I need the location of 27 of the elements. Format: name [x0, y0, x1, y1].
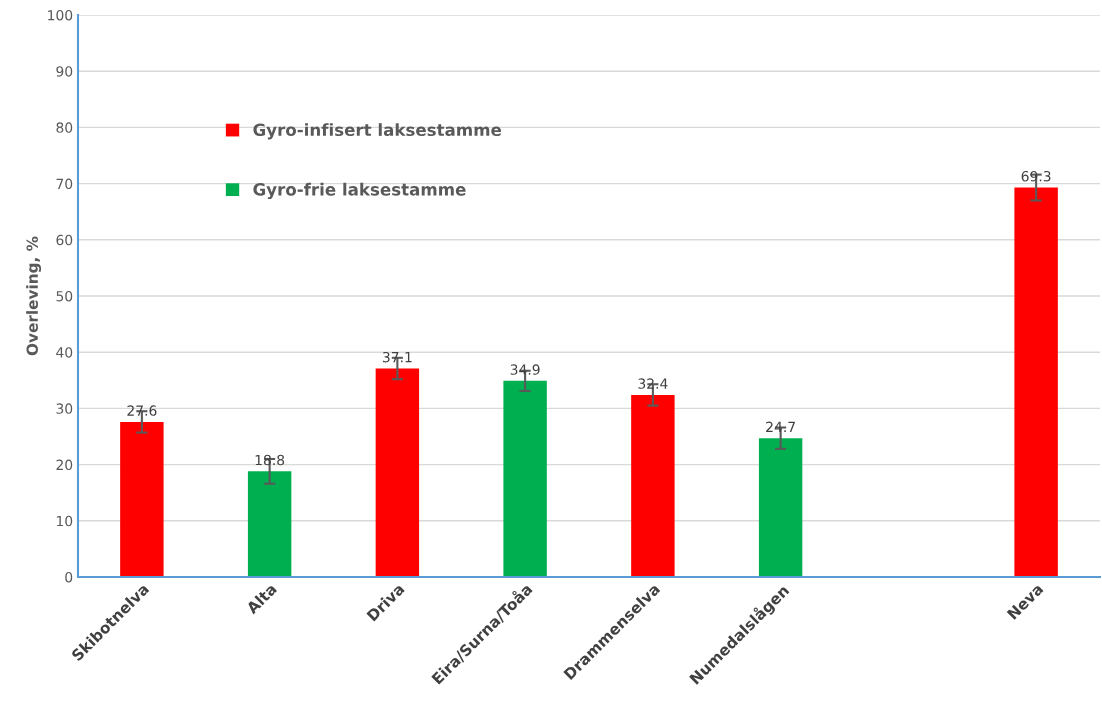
y-axis-title: Overleving, % — [26, 236, 42, 356]
y-tick-label: 10 — [56, 515, 73, 527]
bar — [758, 438, 803, 577]
bar — [631, 394, 675, 577]
bar — [1014, 187, 1058, 577]
y-tick-label: 30 — [56, 403, 73, 414]
y-tick-label: 50 — [56, 290, 73, 302]
bar — [247, 471, 292, 577]
data-label: 34.9 — [510, 364, 540, 375]
bar — [120, 421, 164, 577]
y-tick-label: 90 — [56, 66, 73, 77]
data-label: 24.7 — [766, 421, 795, 432]
data-label: 18.8 — [255, 454, 285, 466]
data-label: 37.1 — [382, 351, 412, 363]
y-tick-label: 100 — [48, 9, 73, 21]
bar — [375, 368, 420, 577]
y-tick-label: 20 — [56, 459, 73, 471]
legend-label: Gyro-infisert laksestamme — [253, 123, 502, 140]
y-tick-label: 80 — [56, 122, 73, 133]
data-label: 27.6 — [127, 405, 157, 416]
legend-label: Gyro-frie laksestamme — [253, 182, 466, 200]
y-tick-label: 0 — [65, 571, 73, 583]
bar — [503, 380, 547, 577]
y-tick-label: 40 — [56, 347, 73, 358]
data-label: 32.4 — [638, 378, 668, 389]
y-tick-label: 70 — [56, 178, 73, 190]
y-tick-label: 60 — [56, 234, 73, 246]
